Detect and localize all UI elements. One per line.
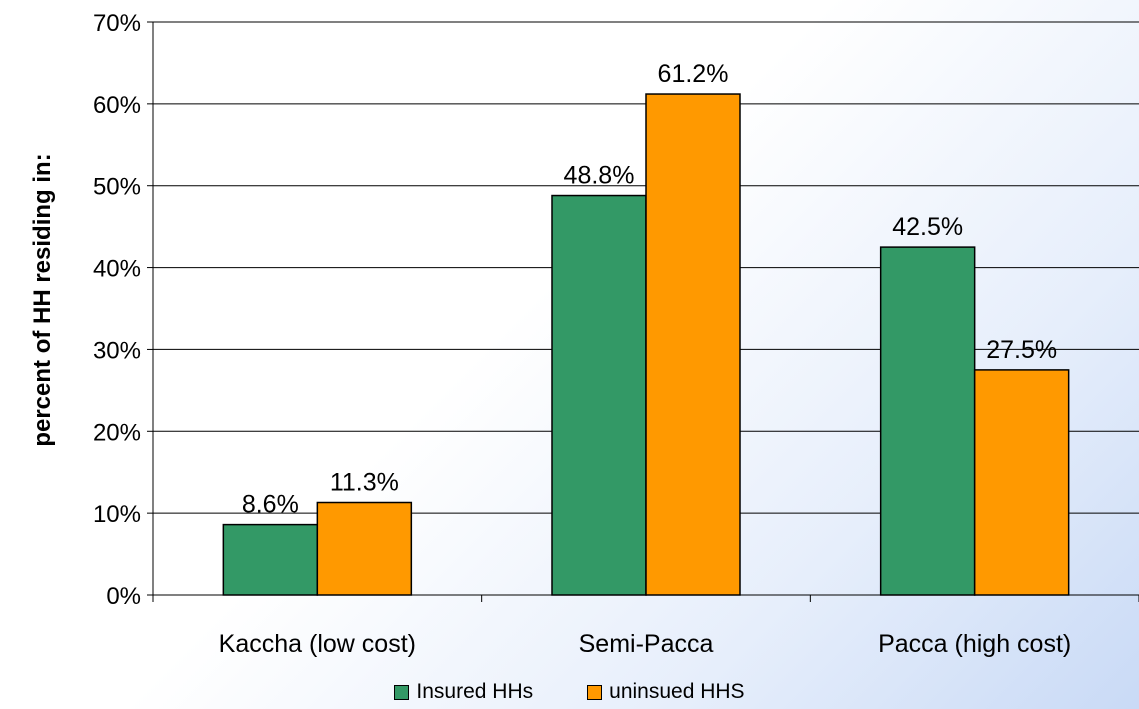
y-axis-label: percent of HH residing in: (29, 153, 56, 446)
y-tick-label: 20% (93, 419, 141, 446)
bars (222, 93, 1070, 596)
y-tick-label: 50% (93, 174, 141, 201)
data-label: 48.8% (564, 162, 635, 190)
data-label: 8.6% (242, 491, 299, 519)
y-tick-label: 40% (93, 256, 141, 283)
axes (147, 21, 1139, 602)
legend-swatch-uninsured (587, 684, 603, 700)
data-label: 61.2% (658, 60, 729, 88)
y-tick-labels: 0% 10% 20% 30% 40% 50% 60% 70% (93, 10, 141, 610)
legend: Insured HHs uninsued HHS (0, 680, 1139, 704)
bar (879, 246, 976, 596)
y-tick-label: 0% (106, 583, 141, 610)
bar (973, 369, 1070, 596)
data-label: 42.5% (892, 213, 963, 241)
legend-label-insured: Insured HHs (416, 680, 534, 703)
legend-item-insured: Insured HHs (394, 680, 533, 704)
x-tick-label: Kaccha (low cost) (219, 630, 416, 658)
bar-chart: 0% 10% 20% 30% 40% 50% 60% 70% Kaccha (low cost… (29, 10, 1139, 658)
bar (316, 501, 413, 596)
x-tick-label: Pacca (high cost) (878, 630, 1071, 658)
legend-item-uninsured: uninsued HHS (587, 680, 745, 704)
bar (645, 93, 741, 596)
x-tick-labels: Kaccha (low cost) Semi-Pacca Pacca (high c… (219, 630, 1072, 658)
x-tick-label: Semi-Pacca (579, 630, 714, 658)
y-tick-label: 60% (93, 92, 141, 119)
bar (222, 523, 319, 596)
y-tick-label: 70% (93, 10, 141, 37)
legend-label-uninsured: uninsued HHS (609, 680, 745, 703)
data-label: 11.3% (330, 469, 399, 497)
y-tick-label: 30% (93, 337, 141, 364)
legend-swatch-insured (394, 684, 410, 700)
data-labels: 8.6% 11.3% 48.8% 61.2% 42.5% 27.5% (242, 60, 1057, 519)
y-tick-label: 10% (93, 501, 141, 528)
data-label: 27.5% (986, 336, 1057, 364)
bar (551, 194, 647, 596)
